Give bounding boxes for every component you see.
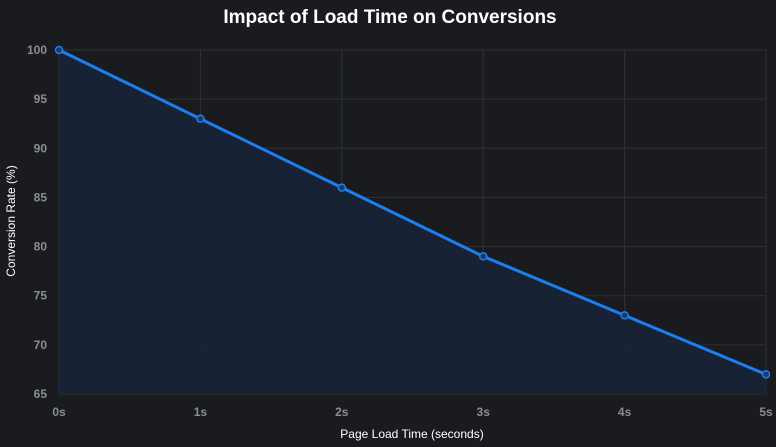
y-tick-label: 75 — [34, 289, 48, 303]
point-layer — [54, 45, 771, 379]
x-tick-label: 2s — [335, 405, 349, 419]
data-point — [620, 311, 629, 320]
data-point — [478, 252, 488, 261]
y-tick-label: 70 — [34, 338, 48, 352]
y-tick-label: 65 — [34, 387, 48, 401]
data-point — [761, 370, 771, 379]
x-tick-label: 3s — [477, 405, 491, 419]
chart-title: Impact of Load Time on Conversions — [223, 7, 556, 28]
y-tick-label: 95 — [34, 92, 48, 106]
y-tick-label: 100 — [27, 43, 47, 57]
data-point — [54, 45, 64, 55]
y-axis-label: Conversion Rate (%) — [4, 165, 18, 276]
series-line — [58, 48, 767, 376]
x-tick-label: 5s — [759, 405, 773, 419]
y-tick-label: 80 — [34, 240, 48, 254]
x-axis-label: Page Load Time (seconds) — [340, 427, 483, 441]
y-tick-label: 90 — [34, 141, 48, 155]
x-tick-label: 0s — [52, 405, 66, 419]
x-tick-label: 4s — [618, 405, 632, 419]
line-layer — [58, 48, 767, 376]
data-point — [196, 114, 205, 124]
y-tick-label: 85 — [34, 190, 48, 204]
data-point — [337, 183, 347, 192]
tick-layer: 65 70 75 80 85 90 95 100 0s 1s 2s 3s 4s 5s — [27, 43, 773, 419]
x-tick-label: 1s — [194, 405, 208, 419]
